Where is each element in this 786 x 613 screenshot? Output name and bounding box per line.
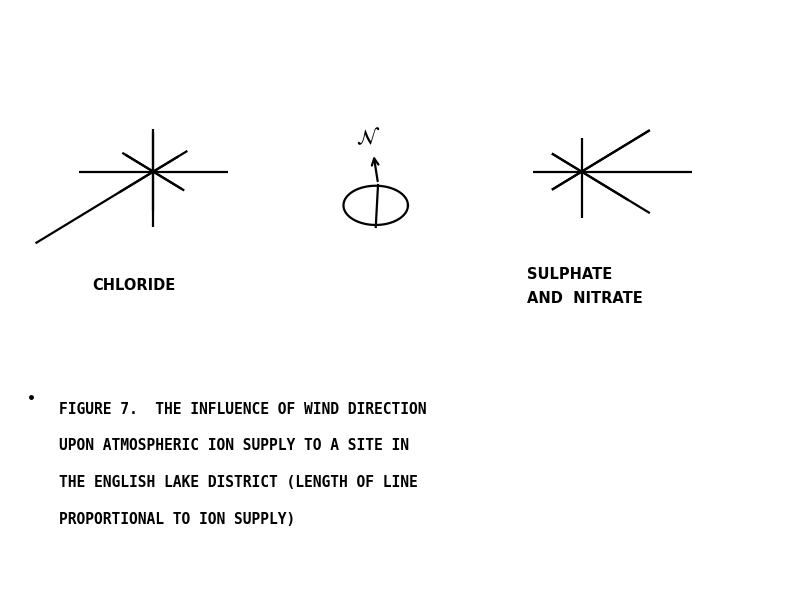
Text: SULPHATE: SULPHATE: [527, 267, 612, 281]
Text: THE ENGLISH LAKE DISTRICT (LENGTH OF LINE: THE ENGLISH LAKE DISTRICT (LENGTH OF LIN…: [59, 475, 417, 490]
Text: UPON ATMOSPHERIC ION SUPPLY TO A SITE IN: UPON ATMOSPHERIC ION SUPPLY TO A SITE IN: [59, 438, 409, 453]
Text: $\mathcal{N}$: $\mathcal{N}$: [356, 127, 380, 148]
Text: PROPORTIONAL TO ION SUPPLY): PROPORTIONAL TO ION SUPPLY): [59, 512, 296, 527]
Text: AND  NITRATE: AND NITRATE: [527, 291, 642, 306]
Text: FIGURE 7.  THE INFLUENCE OF WIND DIRECTION: FIGURE 7. THE INFLUENCE OF WIND DIRECTIO…: [59, 402, 427, 416]
Text: CHLORIDE: CHLORIDE: [93, 278, 176, 292]
